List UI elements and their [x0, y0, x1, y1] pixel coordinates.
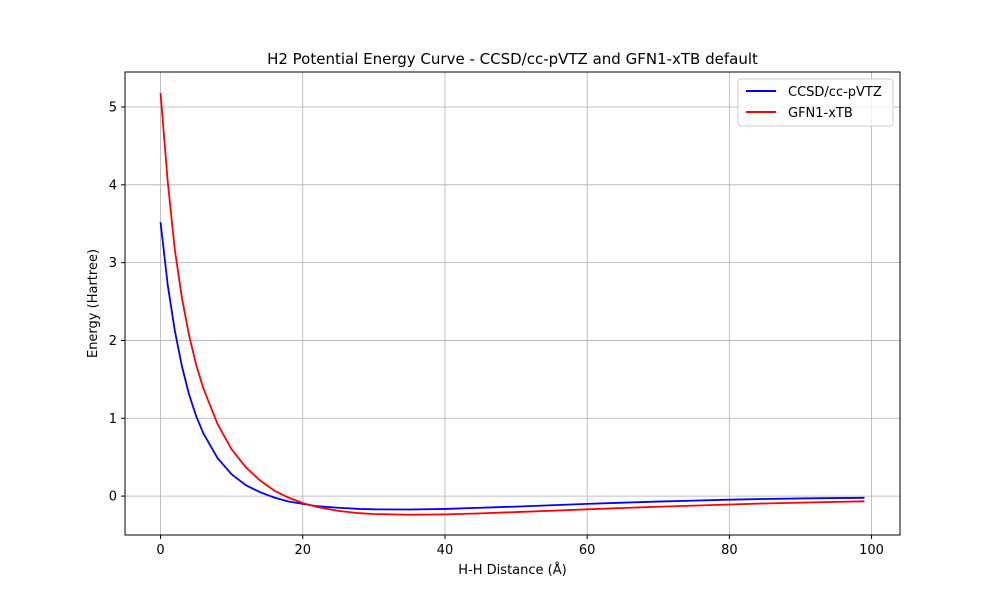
chart-title: H2 Potential Energy Curve - CCSD/cc-pVTZ… [267, 50, 758, 68]
x-tick-label: 60 [579, 543, 596, 558]
grid [125, 72, 900, 535]
legend-label-gfn1: GFN1-xTB [788, 106, 853, 121]
legend: CCSD/cc-pVTZ GFN1-xTB [737, 78, 894, 127]
x-tick-label: 100 [859, 543, 884, 558]
legend-box [737, 78, 894, 127]
legend-label-ccsd: CCSD/cc-pVTZ [788, 85, 882, 100]
x-tick-label: 40 [437, 543, 454, 558]
y-tick-label: 1 [109, 412, 117, 427]
series-line-0 [159, 222, 865, 511]
y-tick-label: 0 [109, 490, 117, 505]
x-tick-label: 20 [294, 543, 311, 558]
y-tick-label: 4 [109, 178, 117, 193]
ticks: 0 20 40 60 80 100 0 1 2 3 4 5 [109, 101, 884, 558]
series-layer [159, 92, 865, 516]
y-tick-label: 3 [109, 256, 117, 271]
y-axis-label: Energy (Hartree) [86, 249, 101, 358]
plot-frame [124, 71, 901, 536]
y-tick-label: 5 [109, 101, 117, 116]
y-tick-label: 2 [109, 334, 117, 349]
x-tick-label: 80 [721, 543, 738, 558]
series-line-1 [159, 92, 865, 516]
x-axis-label: H-H Distance (Å) [458, 562, 566, 578]
x-tick-label: 0 [156, 543, 164, 558]
